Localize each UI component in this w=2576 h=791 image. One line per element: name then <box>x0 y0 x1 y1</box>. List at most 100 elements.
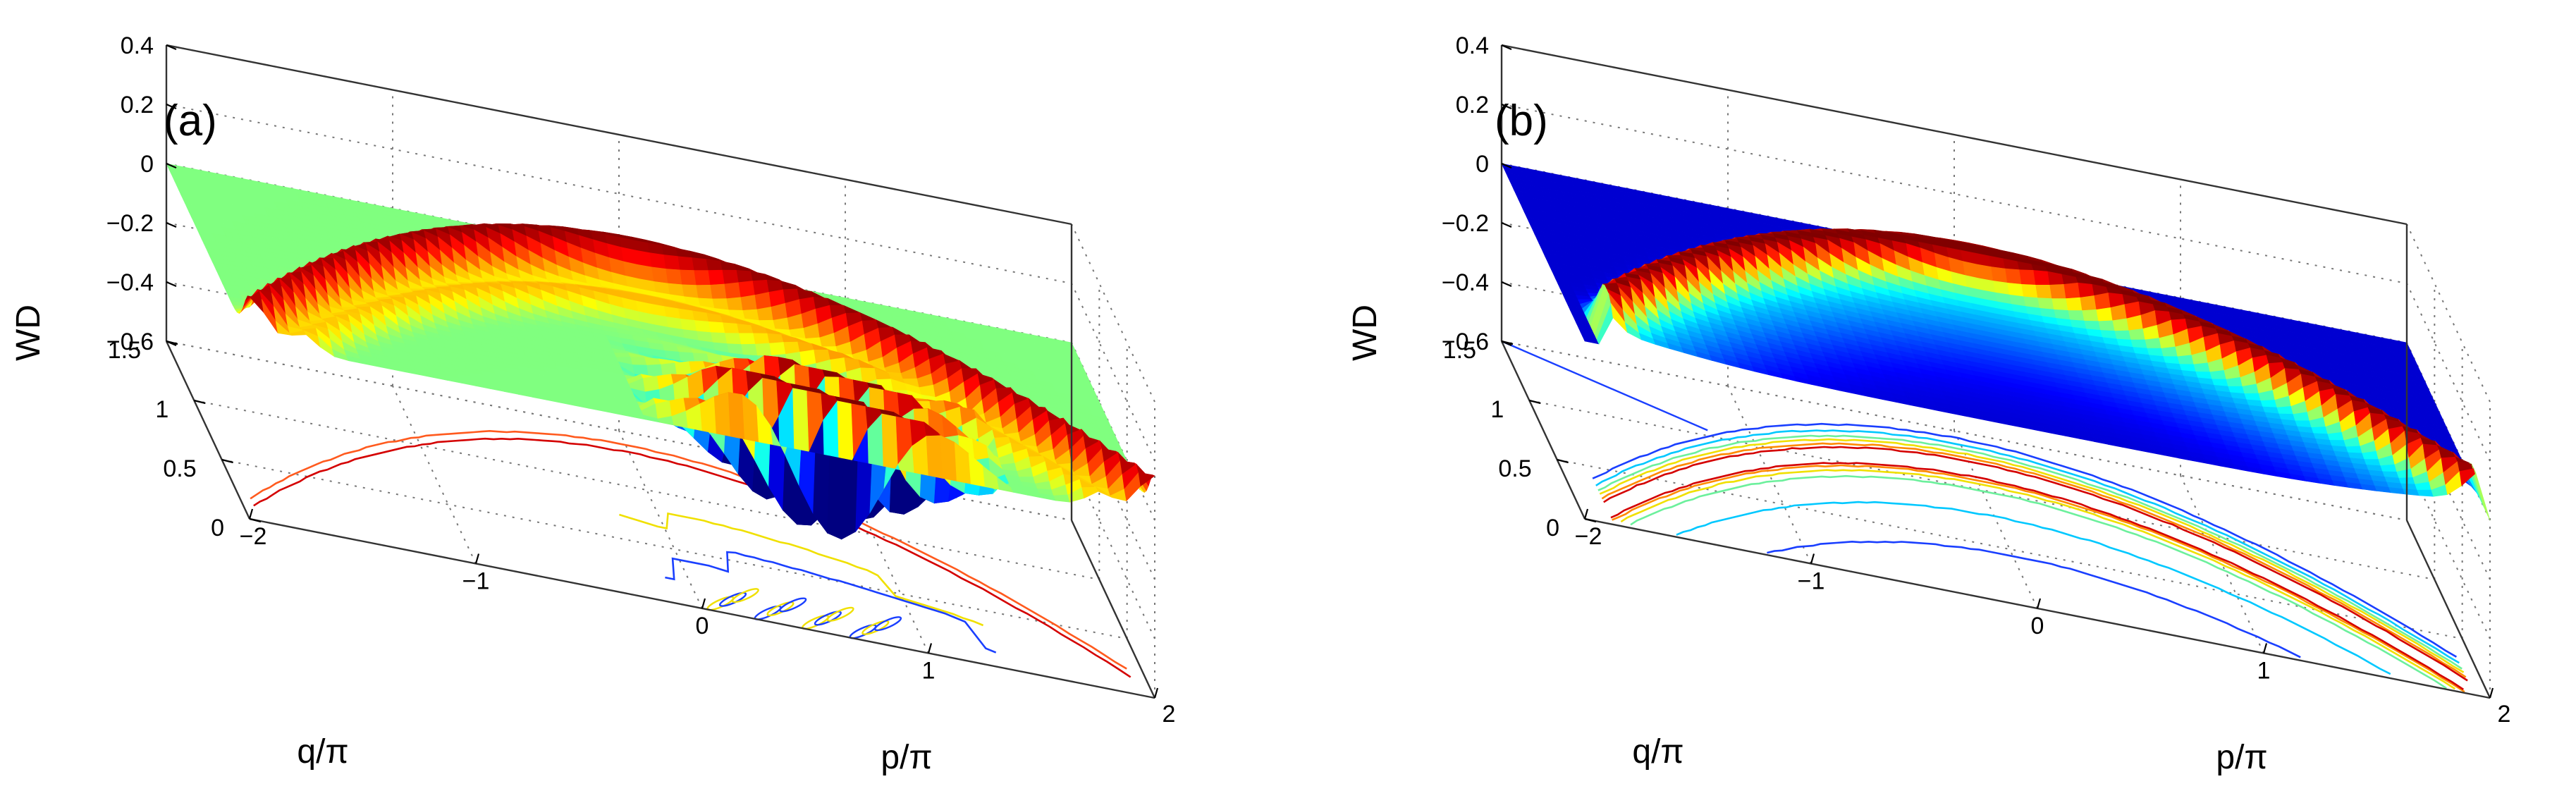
surface-patch <box>2035 284 2053 299</box>
floor-contour <box>250 429 1127 670</box>
z-tick-label: 0.2 <box>121 92 154 118</box>
surface-patch <box>649 252 667 269</box>
grid-line <box>166 104 1072 284</box>
surface-patch <box>680 269 697 286</box>
surface-patch <box>692 257 709 271</box>
surface-patch <box>2114 330 2132 341</box>
surface-patch <box>841 458 859 540</box>
surface-patch <box>2063 282 2081 299</box>
y-tick-label: 0.5 <box>163 455 196 482</box>
panel-a-ylabel: q/π <box>297 733 348 771</box>
floor-contour <box>619 512 984 627</box>
surface-patch <box>713 392 731 437</box>
y-tick-label: 1.5 <box>108 337 141 364</box>
surface-patch <box>2209 369 2227 380</box>
surface-patch <box>2177 355 2195 365</box>
surface-patch <box>726 297 744 311</box>
z-tick-label: −0.2 <box>106 210 154 237</box>
surface-patch <box>1991 266 2008 283</box>
surface-patch <box>677 256 695 271</box>
floor-contour <box>779 597 807 613</box>
surface-patch <box>706 259 723 271</box>
panel-a-zlabel: WD <box>10 305 47 361</box>
surface-patch <box>723 322 740 334</box>
surface-patch <box>2019 269 2037 286</box>
x-tick-label: −2 <box>240 523 267 550</box>
y-tick-label: 1 <box>155 396 168 423</box>
surface-patch <box>724 282 742 299</box>
surface-patch <box>2128 328 2146 341</box>
surface-patch <box>2066 297 2083 311</box>
surface-patch <box>2096 307 2114 322</box>
y-tick-label: 0 <box>211 515 224 541</box>
surface-patch <box>2161 346 2178 357</box>
surface-patch <box>2007 282 2024 298</box>
surface-patch <box>754 292 772 310</box>
surface-patch <box>753 333 770 345</box>
surface-patch <box>2193 362 2211 373</box>
surface-patch <box>709 321 725 333</box>
x-tick-label: 2 <box>1163 701 1176 728</box>
surface-patch <box>2078 282 2095 298</box>
surface-patch <box>2021 283 2038 298</box>
surface-patch <box>710 283 728 300</box>
surface-patch <box>2037 298 2054 310</box>
surface-patch <box>692 352 710 363</box>
surface-patch <box>740 295 758 311</box>
surface-patch <box>666 269 683 286</box>
floor-contour <box>253 437 1131 678</box>
surface-patch <box>2082 309 2099 322</box>
surface-patch <box>2068 310 2085 321</box>
surface-patch <box>655 400 673 419</box>
surface-patch <box>827 455 844 540</box>
z-tick-label: −0.4 <box>106 269 154 296</box>
surface-patch <box>644 357 662 366</box>
surface-patch <box>663 255 681 271</box>
surface-patch <box>2049 283 2067 299</box>
surface-patch <box>2094 293 2111 310</box>
surface-patch <box>2145 338 2162 349</box>
floor-contour <box>873 616 902 632</box>
surface-patch <box>756 306 774 321</box>
surface-patch <box>2005 268 2022 285</box>
surface-patch <box>769 342 786 356</box>
surface-patch <box>614 352 631 358</box>
surface-patch <box>2276 405 2294 415</box>
panel-a-surface <box>166 163 1155 540</box>
surface-patch <box>2080 295 2097 311</box>
surface-patch <box>651 266 668 284</box>
x-tick-label: −1 <box>462 568 490 595</box>
surface-patch <box>2311 427 2329 435</box>
surface-patch <box>2051 298 2069 311</box>
surface-patch <box>678 351 696 363</box>
floor-contour <box>826 606 854 622</box>
surface-patch <box>755 343 772 356</box>
surface-patch <box>741 343 758 356</box>
surface-patch <box>738 281 756 298</box>
surface-patch <box>773 317 790 331</box>
panel-a-floor-contours <box>250 429 1131 678</box>
grid-line <box>194 400 1100 580</box>
surface-patch <box>694 320 711 333</box>
surface-patch <box>728 392 745 440</box>
surface-patch <box>642 376 660 393</box>
surface-patch <box>739 333 756 345</box>
panel-a-xlabel: p/π <box>881 739 932 776</box>
surface-patch <box>708 269 725 286</box>
surface-patch <box>2112 318 2130 331</box>
surface-patch <box>767 333 785 344</box>
panel-a-label: (a) <box>164 97 217 145</box>
surface-patch <box>725 333 742 345</box>
surface-patch <box>630 356 647 366</box>
z-tick-label: 0.4 <box>121 32 154 59</box>
surface-patch <box>696 284 713 300</box>
floor-contour <box>731 588 759 603</box>
surface-patch <box>2345 446 2363 454</box>
surface-patch <box>2260 400 2278 408</box>
surface-patch <box>682 284 699 299</box>
floor-contour <box>665 551 997 654</box>
surface-patch <box>694 270 711 286</box>
surface-patch <box>2098 320 2116 331</box>
